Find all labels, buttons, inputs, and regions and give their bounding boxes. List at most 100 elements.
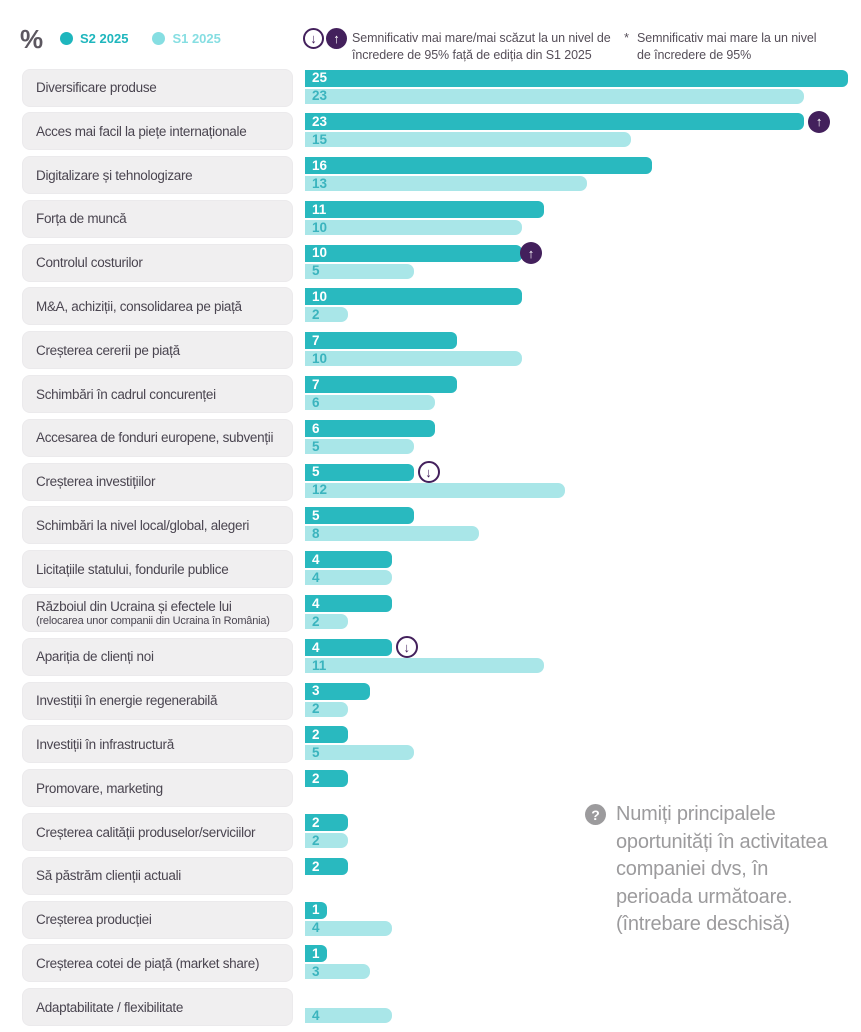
category-label: Creșterea calității produselor/serviciil… — [36, 824, 256, 840]
category-label: Forța de muncă — [36, 211, 127, 227]
bar-group: 2 — [305, 770, 349, 788]
bar-s1-2025: 8 — [305, 526, 479, 542]
bar-s2-2025: 11 — [305, 200, 544, 218]
category-label: Diversificare produse — [36, 80, 157, 95]
category-label-box: Apariția de clienți noi — [22, 637, 293, 676]
bar-value-s1: 2 — [312, 832, 320, 848]
significance-note: Semnificativ mai mare/mai scăzut la un n… — [352, 31, 611, 62]
bar-value-s1: 23 — [312, 88, 328, 104]
bar-value-s1: 2 — [312, 701, 320, 717]
chart-row: Creșterea calității produselor/serviciil… — [0, 813, 861, 857]
bar-s1-2025: 15 — [305, 132, 631, 148]
bar-s2-2025: 10 — [305, 288, 522, 306]
bar-group: 1 3 — [305, 945, 371, 980]
bar-group: 7 10 — [305, 332, 522, 367]
bar-value-s1: 10 — [312, 219, 328, 235]
legend-item-s1-2025: S1 2025 — [152, 31, 221, 46]
category-sublabel: (relocarea unor companii din Ucraina în … — [36, 615, 270, 628]
bar-value-s2: 16 — [312, 157, 328, 173]
bar-s1-2025: 12 — [305, 482, 566, 498]
bar-s1-2025: 10 — [305, 351, 522, 367]
chart-row: Schimbări la nivel local/global, alegeri… — [0, 506, 861, 550]
category-label-box: Creșterea producției — [22, 900, 293, 939]
chart-row: Diversificare produse 25 23 — [0, 68, 861, 112]
question-text: Numiți principalele oportunități în acti… — [616, 803, 828, 936]
category-label-box: Licitațiile statului, fondurile publice — [22, 550, 293, 589]
bar-value-s2: 10 — [312, 289, 328, 305]
category-label: Adaptabilitate / flexibilitate — [36, 999, 184, 1015]
bar-value-s1: 13 — [312, 175, 328, 191]
category-label-box: Creșterea calității produselor/serviciil… — [22, 813, 293, 852]
bar-s1-2025: 11 — [305, 657, 544, 673]
bar-s2-2025: 2 — [305, 814, 349, 832]
legend-dot-s2 — [60, 32, 73, 45]
question-mark-icon: ? — [585, 804, 606, 825]
bar-value-s2: 7 — [312, 333, 320, 349]
bar-value-s2: 11 — [312, 201, 327, 217]
category-label-box: Războiul din Ucraina și efectele lui (re… — [22, 594, 293, 633]
category-label: Digitalizare și tehnologizare — [36, 167, 193, 183]
chart-row: Investiții în energie regenerabilă 3 2 — [0, 681, 861, 725]
bar-group: 6 5 — [305, 419, 436, 454]
category-label: Accesarea de fonduri europene, subvenții — [36, 430, 274, 446]
bar-value-s1: 12 — [312, 482, 328, 498]
bar-s2-2025: 4 — [305, 595, 392, 613]
bar-value-s1: 3 — [312, 964, 320, 980]
bar-s1-2025: 23 — [305, 88, 805, 104]
category-label: Creșterea investițiilor — [36, 474, 156, 490]
significance-marker-icon: ↓ — [395, 636, 418, 659]
bar-value-s2: 1 — [312, 902, 320, 918]
bar-value-s1: 6 — [312, 394, 320, 410]
bar-s2-2025: 2 — [305, 857, 349, 875]
chart-row: Accesarea de fonduri europene, subvenții… — [0, 418, 861, 462]
chart-row: Adaptabilitate / flexibilitate 4 — [0, 988, 861, 1032]
chart-row: Promovare, marketing 2 — [0, 769, 861, 813]
chart-row: Creșterea investițiilor 5 12 ↓ — [0, 461, 861, 506]
category-label: Investiții în energie regenerabilă — [36, 693, 218, 709]
bar-value-s1: 5 — [312, 745, 320, 761]
bar-value-s2: 5 — [312, 464, 320, 480]
significance-legend-icons: ↓ ↑ — [303, 28, 347, 49]
bar-value-s2: 2 — [312, 771, 320, 786]
bar-group: 23 15 ↑ — [305, 110, 831, 148]
category-label: M&A, achiziții, consolidarea pe piață — [36, 298, 242, 314]
category-label-box: Creșterea cererii pe piață — [22, 331, 293, 370]
bar-s2-2025: 1 — [305, 901, 327, 919]
category-label-box: Să păstrăm clienții actuali — [22, 856, 293, 895]
bar-s2-2025: 5 — [305, 463, 414, 481]
bar-value-s1: 2 — [312, 613, 320, 629]
legend-label-s2: S2 2025 — [80, 31, 129, 46]
legend-label-s1: S1 2025 — [172, 31, 221, 46]
bar-group: 10 2 — [305, 288, 522, 323]
bar-s1-2025: 4 — [305, 1008, 392, 1024]
category-label: Licitațiile statului, fondurile publice — [36, 561, 229, 577]
category-label: Investiții în infrastructură — [36, 736, 174, 752]
chart-row: Licitațiile statului, fondurile publice … — [0, 550, 861, 594]
bar-group: 16 13 — [305, 157, 653, 192]
bar-value-s1: 5 — [312, 438, 320, 454]
chart-row: Acces mai facil la piețe internaționale … — [0, 110, 861, 156]
bar-group: 2 — [305, 857, 349, 875]
bar-s2-2025: 4 — [305, 551, 392, 569]
chart-row: Forța de muncă 11 10 — [0, 199, 861, 243]
bar-value-s2: 2 — [312, 858, 320, 874]
bar-value-s2: 1 — [312, 946, 320, 962]
bar-s2-2025: 2 — [305, 770, 349, 788]
bar-group: 5 12 ↓ — [305, 461, 566, 498]
category-label-box: M&A, achiziții, consolidarea pe piață — [22, 287, 293, 326]
bar-s2-2025: 4 — [305, 638, 392, 656]
bar-s1-2025: 3 — [305, 964, 371, 980]
category-label: Să păstrăm clienții actuali — [36, 868, 181, 884]
bar-s1-2025: 13 — [305, 175, 588, 192]
bar-group: 2 2 — [305, 814, 349, 849]
bar-s2-2025: 7 — [305, 332, 457, 350]
bar-s2-2025: 1 — [305, 945, 327, 963]
bar-s2-2025: 6 — [305, 419, 436, 437]
bar-s1-2025: 4 — [305, 920, 392, 936]
bar-value-s1: 11 — [312, 657, 327, 673]
category-label-box: Promovare, marketing — [22, 769, 293, 808]
arrow-up-circle-icon: ↑ — [326, 28, 347, 49]
bar-chart: Diversificare produse 25 23 Acces mai fa… — [0, 68, 861, 1032]
bar-value-s2: 2 — [312, 727, 320, 743]
category-label: Creșterea cererii pe piață — [36, 342, 180, 358]
